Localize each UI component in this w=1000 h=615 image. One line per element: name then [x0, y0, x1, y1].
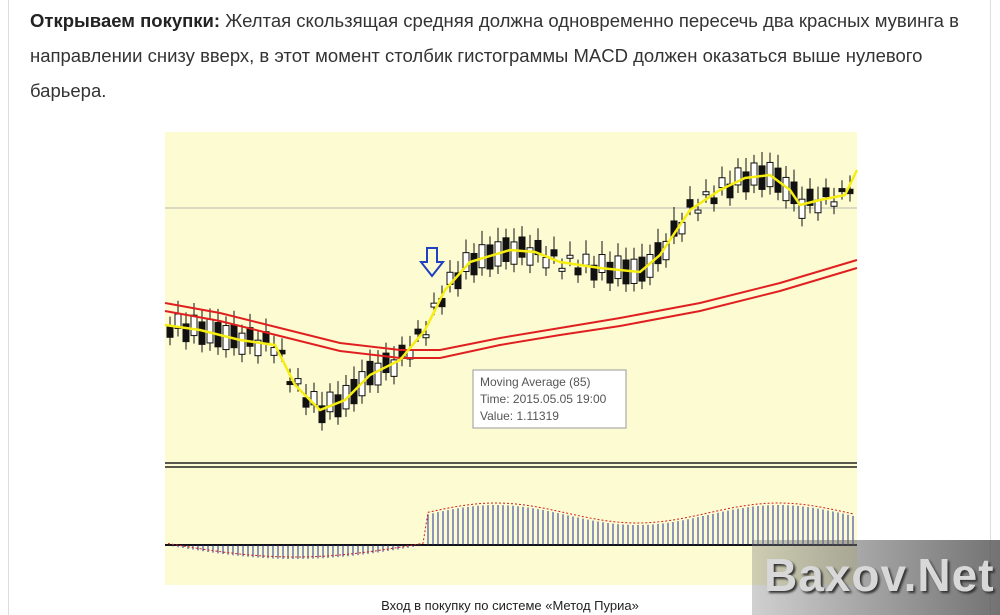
candle: [742, 171, 750, 193]
caption: Вход в покупку по системе «Метод Пуриа»: [381, 598, 639, 613]
candle: [806, 188, 814, 206]
border: [8, 0, 9, 615]
candle: [470, 252, 478, 276]
candle: [246, 327, 254, 347]
tooltip-line: Value: 1.11319: [480, 409, 559, 423]
border: [990, 0, 991, 615]
candle: [758, 165, 766, 190]
candle: [182, 323, 190, 343]
candle: [686, 199, 694, 208]
candle: [830, 201, 838, 207]
candle: [574, 267, 582, 276]
candle: [702, 191, 710, 196]
text: Желтая скользящая средняя должна одновре…: [30, 10, 959, 101]
candle: [510, 241, 518, 265]
paragraph: Открываем покупки: Желтая скользящая сре…: [30, 3, 985, 108]
candle: [390, 359, 398, 377]
candle: [454, 272, 462, 290]
tooltip: [472, 369, 627, 429]
candle: [518, 236, 526, 258]
candle: [614, 255, 622, 280]
red-ma: [164, 267, 858, 359]
candle: [334, 394, 342, 418]
yellow-ma: [164, 169, 859, 412]
candle: [550, 249, 558, 257]
candle: [326, 391, 334, 413]
red-ma: [164, 259, 858, 351]
candle: [710, 197, 718, 205]
candle: [526, 247, 534, 266]
candle: [230, 324, 238, 349]
candle: [294, 378, 302, 385]
candle: [422, 334, 430, 339]
candle: [558, 267, 566, 272]
candle: [166, 326, 174, 338]
candle: [382, 352, 390, 374]
candle: [838, 188, 846, 193]
arrow: [418, 247, 446, 278]
watermark-text: Baxov.Net: [764, 549, 995, 601]
candle: [478, 244, 486, 269]
candle: [718, 177, 726, 189]
tooltip-line: Moving Average (85): [480, 375, 591, 389]
candle: [566, 254, 574, 259]
candle: [606, 261, 614, 284]
lead: Открываем покупки:: [30, 10, 221, 31]
candle: [534, 239, 542, 256]
candle: [198, 321, 206, 345]
candle: [254, 339, 262, 357]
candle: [822, 187, 830, 198]
candle: [318, 405, 326, 424]
candle: [590, 264, 598, 281]
candle: [598, 254, 606, 274]
macd: [167, 502, 854, 559]
tooltip-line: Time: 2015.05.05 19:00: [480, 392, 607, 406]
candle: [734, 167, 742, 186]
candle: [798, 198, 806, 219]
candle: [374, 362, 382, 386]
candle: [238, 332, 246, 355]
candle: [190, 314, 198, 337]
candle: [582, 253, 590, 266]
candle: [694, 209, 702, 214]
candle: [542, 257, 550, 269]
candle: [750, 162, 758, 186]
candle: [414, 328, 422, 335]
watermark: Baxov.Net: [752, 540, 1000, 615]
